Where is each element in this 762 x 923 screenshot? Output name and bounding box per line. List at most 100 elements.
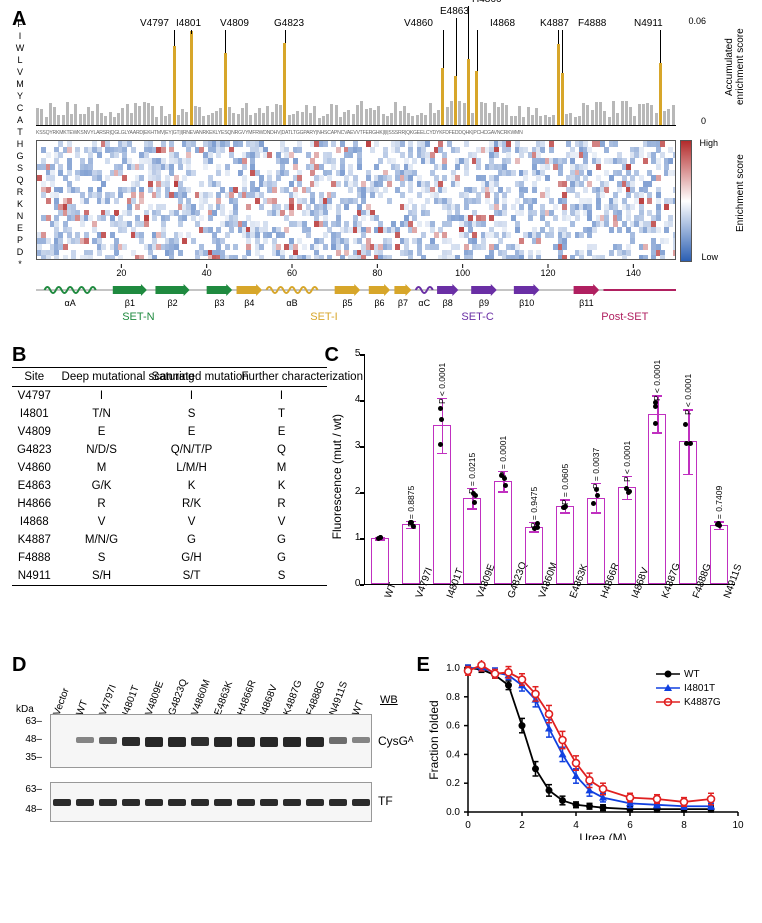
accum-bar <box>625 101 628 126</box>
svg-text:0.2: 0.2 <box>447 778 461 789</box>
table-cell: T/N <box>57 405 147 423</box>
panel-e: E 02468100.00.20.40.60.81.0Urea (M)Fract… <box>416 654 746 844</box>
accum-bar <box>100 113 103 126</box>
bar <box>618 487 636 584</box>
heatmap <box>36 140 676 260</box>
table-row: V4797III <box>12 387 327 406</box>
table-cell: G/H <box>147 549 237 567</box>
accum-bar-highlight <box>441 68 444 126</box>
aa-letter: E <box>12 222 28 234</box>
accum-bar <box>586 105 589 126</box>
accum-bar <box>403 106 406 126</box>
aa-letter: V <box>12 66 28 78</box>
blot-tf <box>50 782 372 822</box>
accum-bar <box>446 107 449 126</box>
accum-bar <box>147 103 150 126</box>
colorbar-low: Low <box>701 252 718 262</box>
p-value-label: P = 0.0605 <box>560 464 570 505</box>
lane-label: Vector <box>52 687 72 717</box>
accum-bar <box>266 106 269 126</box>
accum-bar-area <box>36 16 676 126</box>
accum-bar <box>74 104 77 126</box>
accum-bar <box>595 102 598 126</box>
p-value-label: P = 0.0037 <box>591 448 601 489</box>
table-cell: I4868 <box>12 513 57 531</box>
lane-label: V4797I <box>98 683 119 717</box>
table-header: Further characterization <box>237 368 327 387</box>
site-label: V4797 <box>140 18 169 29</box>
accum-bar <box>535 108 538 126</box>
accum-bar <box>650 105 653 126</box>
accum-bar <box>518 106 521 126</box>
site-label: N4911 <box>634 18 663 29</box>
table-cell: V <box>57 513 147 531</box>
lane-label: K4887G <box>282 679 305 717</box>
table-cell: S/T <box>147 567 237 586</box>
table-cell: T <box>237 405 327 423</box>
table-cell: M/N/G <box>57 531 147 549</box>
aa-letter: I <box>12 30 28 42</box>
svg-text:αA: αA <box>65 298 76 308</box>
accum-bar <box>642 104 645 126</box>
accum-bar <box>599 102 602 126</box>
table-cell: G <box>237 531 327 549</box>
accum-bar-highlight <box>190 31 193 126</box>
table-cell: L/M/H <box>147 459 237 477</box>
table-cell: N/D/S <box>57 441 147 459</box>
site-label: I4868 <box>490 18 515 29</box>
table-cell: I4801 <box>12 405 57 423</box>
accum-bar <box>484 103 487 126</box>
accum-bar <box>305 105 308 126</box>
table-cell: S <box>147 405 237 423</box>
accum-bar-highlight <box>224 53 227 126</box>
svg-text:80: 80 <box>372 268 382 278</box>
p-value-label: P = 0.0215 <box>467 453 477 494</box>
accum-bar <box>646 103 649 126</box>
accum-bar <box>360 101 363 126</box>
accum-bar <box>301 112 304 126</box>
lane-label: F4888G <box>305 679 328 717</box>
accum-bar <box>480 102 483 126</box>
svg-text:120: 120 <box>540 268 555 278</box>
accum-bar <box>228 107 231 126</box>
svg-text:8: 8 <box>682 820 688 831</box>
table-row: V4860ML/M/HM <box>12 459 327 477</box>
p-value-label: P < 0.0001 <box>652 360 662 401</box>
mutation-table: SiteDeep mutational scanningSaturated mu… <box>12 367 327 586</box>
svg-text:2: 2 <box>520 820 526 831</box>
accum-bar <box>463 103 466 126</box>
accum-bar <box>275 104 278 126</box>
aa-letter: * <box>12 258 28 270</box>
table-cell: E <box>147 423 237 441</box>
p-value-label: P < 0.0001 <box>683 374 693 415</box>
svg-text:β11: β11 <box>579 298 594 308</box>
svg-text:0.8: 0.8 <box>447 692 461 703</box>
accum-bar <box>198 107 201 126</box>
accum-bar <box>621 101 624 126</box>
lane-label: V4809E <box>144 680 167 717</box>
accum-bar-highlight <box>454 76 457 126</box>
lane-label: E4863K <box>213 680 236 717</box>
accum-bar-highlight <box>659 63 662 126</box>
table-row: N4911S/HS/TS <box>12 567 327 586</box>
panel-c-ylabel: Fluorescence (mut / wt) <box>330 414 344 539</box>
svg-text:100: 100 <box>455 268 470 278</box>
accum-bar <box>356 105 359 126</box>
table-cell: F4888 <box>12 549 57 567</box>
svg-text:αC: αC <box>418 298 430 308</box>
bar <box>525 527 543 585</box>
accum-bar <box>437 110 440 126</box>
accum-bar <box>377 106 380 126</box>
table-header: Saturated mutation <box>147 368 237 387</box>
table-cell: G <box>237 549 327 567</box>
table-row: F4888SG/HG <box>12 549 327 567</box>
colorbar-high: High <box>699 138 718 148</box>
accum-bar-highlight <box>467 59 470 126</box>
accum-bar <box>215 111 218 126</box>
accum-bar <box>87 107 90 126</box>
accum-bar <box>591 110 594 126</box>
svg-text:4: 4 <box>574 820 580 831</box>
aa-letter: Q <box>12 174 28 186</box>
svg-text:20: 20 <box>116 268 126 278</box>
accum-bar-highlight <box>475 71 478 126</box>
